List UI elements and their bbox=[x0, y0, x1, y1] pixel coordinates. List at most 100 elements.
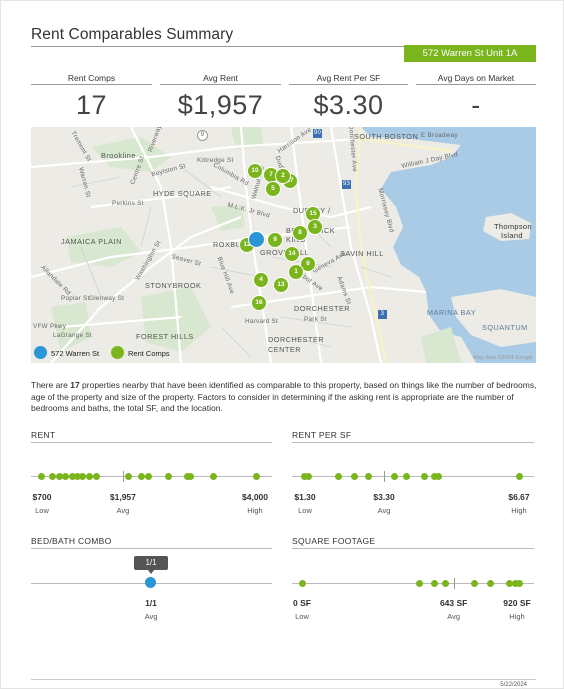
map-label: Park St bbox=[304, 316, 327, 323]
sqft-data-point[interactable] bbox=[442, 579, 450, 587]
comp-pin[interactable]: 4 bbox=[253, 272, 269, 288]
rent-data-point[interactable] bbox=[92, 472, 100, 480]
stat-avg-rent-per-sf: Avg Rent Per SF $3.30 bbox=[289, 72, 408, 121]
comps-legend-dot bbox=[111, 346, 124, 359]
rent-sf-data-point[interactable] bbox=[364, 472, 372, 480]
subject-legend-label: 572 Warren St bbox=[51, 349, 100, 358]
sqft-data-point[interactable] bbox=[511, 579, 519, 587]
comp-pin[interactable]: 8 bbox=[292, 225, 308, 241]
bedbath-value: 1/1 bbox=[145, 598, 157, 608]
comp-pin[interactable]: 16 bbox=[251, 295, 267, 311]
rent-sf-data-point[interactable] bbox=[305, 472, 313, 480]
rent-data-point[interactable] bbox=[125, 472, 133, 480]
comps-legend-label: Rent Comps bbox=[128, 349, 170, 358]
stat-value: 17 bbox=[75, 90, 108, 120]
subject-legend-dot bbox=[34, 346, 47, 359]
rent-sf-data-point[interactable] bbox=[420, 472, 428, 480]
rent-data-point[interactable] bbox=[73, 472, 81, 480]
rent-section-title: RENT bbox=[31, 430, 56, 440]
rent-sf-low-label: Low bbox=[298, 506, 312, 515]
rent-sf-avg-value: $3.30 bbox=[373, 492, 395, 502]
sqft-avg-tick bbox=[453, 577, 455, 589]
stat-label: Avg Rent Per SF bbox=[289, 72, 408, 85]
comp-pin[interactable]: 1 bbox=[288, 264, 304, 280]
map-label: Perkins St bbox=[112, 200, 144, 207]
rent-data-point[interactable] bbox=[86, 472, 94, 480]
comp-pin[interactable]: 13 bbox=[273, 277, 289, 293]
comps-map[interactable]: SOUTH BOSTON E Broadway William J Day Bl… bbox=[31, 127, 536, 363]
section-divider bbox=[31, 548, 272, 549]
map-label: DORCHESTER bbox=[294, 304, 351, 313]
description-count: 17 bbox=[70, 380, 80, 390]
description-text: There are bbox=[31, 380, 71, 390]
rent-avg-tick bbox=[122, 470, 124, 482]
section-divider bbox=[292, 548, 534, 549]
rent-sf-data-point[interactable] bbox=[430, 472, 438, 480]
sqft-track bbox=[292, 583, 534, 584]
comp-pin[interactable]: 14 bbox=[284, 246, 300, 262]
sqft-avg-label: Avg bbox=[447, 612, 461, 621]
sqft-data-point[interactable] bbox=[470, 579, 478, 587]
sqft-low-label: Low bbox=[295, 612, 309, 621]
rent-data-point[interactable] bbox=[68, 472, 76, 480]
rent-data-point[interactable] bbox=[37, 472, 45, 480]
map-label: DORCHESTER bbox=[268, 335, 325, 344]
rent-data-point[interactable] bbox=[138, 472, 146, 480]
rent-sf-data-point[interactable] bbox=[350, 472, 358, 480]
map-label: Kittredge St bbox=[197, 157, 234, 164]
map-label: FOREST HILLS bbox=[136, 332, 194, 341]
comp-pin[interactable]: 5 bbox=[265, 181, 281, 197]
rent-sf-data-point[interactable] bbox=[300, 472, 308, 480]
page-title: Rent Comparables Summary bbox=[31, 26, 234, 43]
comp-pin[interactable]: 3 bbox=[307, 219, 323, 235]
sqft-data-point[interactable] bbox=[298, 579, 306, 587]
rent-sf-data-point[interactable] bbox=[402, 472, 410, 480]
sqft-data-point[interactable] bbox=[416, 579, 424, 587]
sqft-high-value: 920 SF bbox=[503, 598, 531, 608]
map-label: SOUTH BOSTON bbox=[354, 132, 419, 141]
stat-avg-days-on-market: Avg Days on Market - bbox=[416, 72, 536, 121]
map-label: ROXBU bbox=[213, 240, 242, 249]
rent-avg-label: Avg bbox=[116, 506, 130, 515]
subject-property-pin[interactable] bbox=[248, 231, 265, 248]
rent-sf-data-point[interactable] bbox=[334, 472, 342, 480]
map-label: Harvard St bbox=[245, 318, 279, 325]
rent-low-value: $700 bbox=[32, 492, 52, 502]
comp-pin[interactable]: 2 bbox=[275, 168, 291, 184]
sqft-data-point[interactable] bbox=[487, 579, 495, 587]
map-label: Poplar St bbox=[61, 295, 90, 302]
map-credit: Map data ©2024 Google bbox=[472, 355, 533, 361]
bedbath-marker[interactable] bbox=[145, 577, 156, 588]
rent-sf-data-point[interactable] bbox=[434, 472, 442, 480]
rent-data-point[interactable] bbox=[55, 472, 63, 480]
rent-low-label: Low bbox=[35, 506, 49, 515]
footer-divider bbox=[31, 679, 536, 680]
rent-data-point[interactable] bbox=[49, 472, 57, 480]
map-label: E Broadway bbox=[421, 132, 458, 139]
rent-data-point[interactable] bbox=[252, 472, 260, 480]
rent-sf-avg-tick bbox=[384, 470, 386, 482]
stat-label: Avg Days on Market bbox=[416, 72, 536, 85]
rent-sf-data-point[interactable] bbox=[515, 472, 523, 480]
rent-data-point[interactable] bbox=[187, 472, 195, 480]
rent-sf-data-point[interactable] bbox=[390, 472, 398, 480]
map-label: Brookline bbox=[101, 151, 136, 160]
rent-sf-low-value: $1.30 bbox=[294, 492, 316, 502]
rent-avg-value: $1,957 bbox=[109, 492, 136, 502]
rent-data-point[interactable] bbox=[210, 472, 218, 480]
rent-sf-high-value: $6.67 bbox=[508, 492, 530, 502]
rent-data-point[interactable] bbox=[145, 472, 152, 480]
comp-pin[interactable]: 6 bbox=[300, 256, 316, 272]
sqft-section-title: SQUARE FOOTAGE bbox=[292, 536, 376, 546]
sqft-data-point[interactable] bbox=[515, 579, 523, 587]
comp-pin[interactable]: 10 bbox=[247, 163, 263, 179]
rent-data-point[interactable] bbox=[62, 472, 70, 480]
comp-pin[interactable]: 9 bbox=[267, 232, 283, 248]
sqft-data-point[interactable] bbox=[430, 579, 438, 587]
rent-data-point[interactable] bbox=[164, 472, 172, 480]
rent-high-value: $4,000 bbox=[242, 492, 268, 502]
stat-label: Rent Comps bbox=[31, 72, 152, 85]
map-label: HYDE SQUARE bbox=[153, 189, 212, 198]
sqft-data-point[interactable] bbox=[506, 579, 514, 587]
rent-data-point[interactable] bbox=[78, 472, 86, 480]
